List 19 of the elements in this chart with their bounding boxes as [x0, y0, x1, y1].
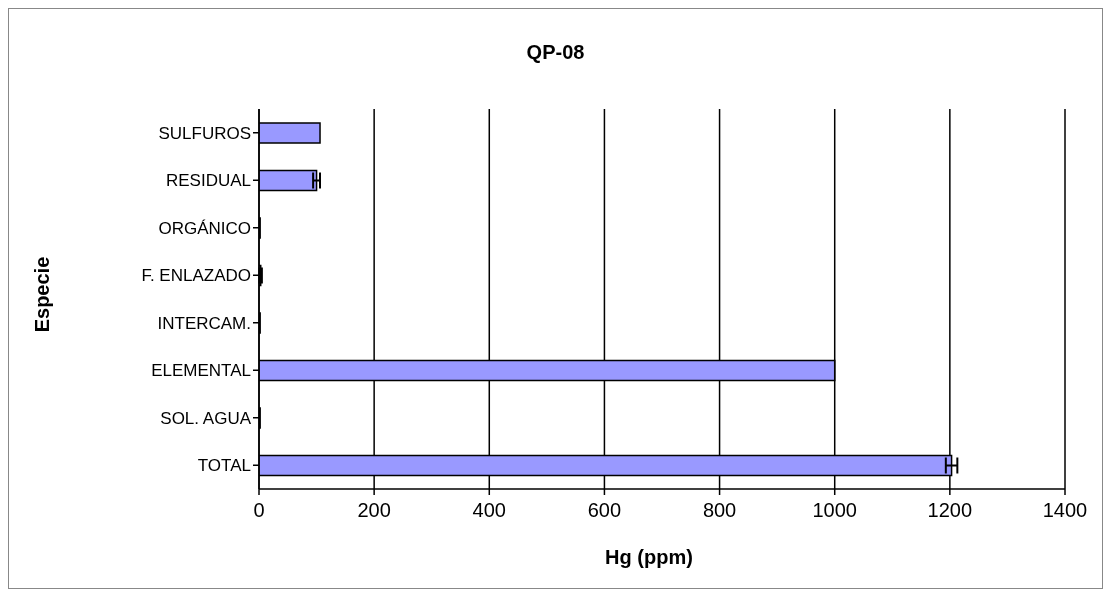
x-tick-label: 200 — [357, 499, 391, 522]
y-tick-label: ELEMENTAL — [151, 361, 251, 381]
y-tick-label: SOL. AGUA — [160, 408, 252, 428]
x-tick-label: 1400 — [1042, 499, 1088, 522]
chart-title: QP-08 — [525, 41, 586, 64]
x-tick-label: 1200 — [927, 499, 973, 522]
y-tick-label: F. ENLAZADO — [141, 266, 251, 286]
y-tick-label: INTERCAM. — [157, 313, 251, 333]
x-axis-title: Hg (ppm) — [604, 546, 694, 569]
x-tick-label: 0 — [253, 499, 265, 522]
y-tick-label: RESIDUAL — [165, 171, 251, 191]
y-tick-label: TOTAL — [197, 456, 251, 476]
x-tick-label: 400 — [472, 499, 506, 522]
x-tick-label: 800 — [702, 499, 737, 522]
y-axis-title: Especie — [31, 256, 55, 332]
x-tick-label: 600 — [587, 499, 622, 522]
y-tick-label: SULFUROS — [158, 123, 251, 143]
x-tick-label: 1000 — [812, 499, 857, 522]
y-tick-label: ORGÁNICO — [158, 218, 251, 238]
